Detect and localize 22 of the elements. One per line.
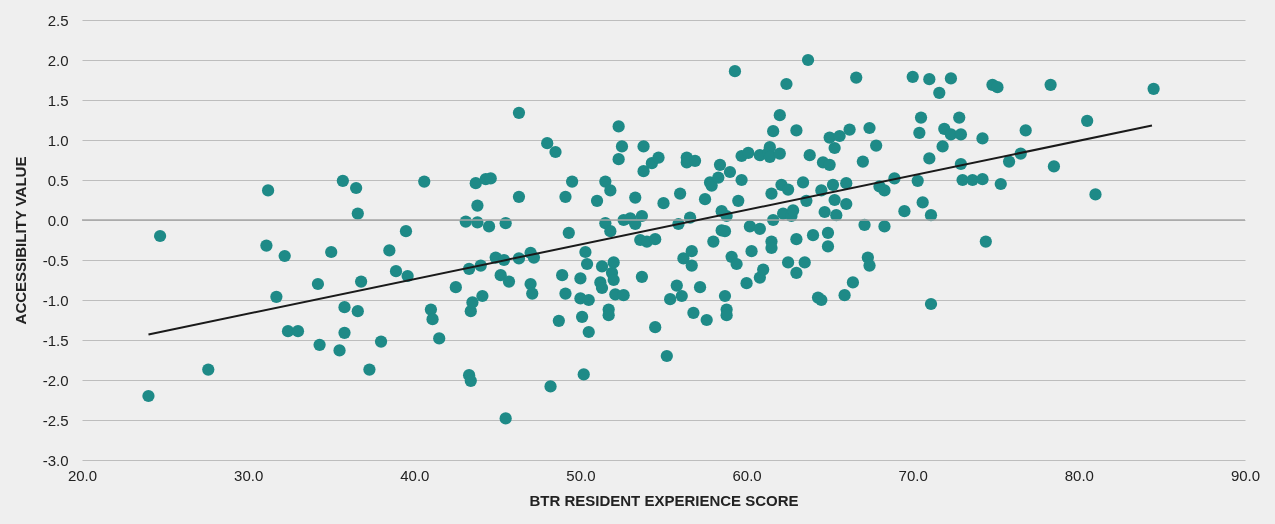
y-tick-label: 0.0 — [47, 211, 69, 229]
x-tick-label: 90.0 — [1230, 466, 1261, 484]
x-axis-title: BTR RESIDENT EXPERIENCE SCORE — [529, 491, 799, 509]
x-tick-label: 20.0 — [67, 466, 98, 484]
y-tick-label: -1.0 — [42, 291, 69, 309]
y-tick-label: -1.5 — [42, 331, 69, 349]
y-tick-label: -2.0 — [42, 371, 69, 389]
x-tick-label: 30.0 — [234, 466, 264, 484]
x-tick-label: 70.0 — [898, 466, 928, 484]
x-tick-label: 40.0 — [400, 466, 430, 484]
y-tick-label: 1.0 — [47, 131, 69, 149]
y-tick-label: -2.5 — [42, 411, 69, 429]
x-tick-label: 80.0 — [1064, 466, 1094, 484]
y-tick-label: 1.5 — [47, 91, 69, 109]
y-axis-title: ACCESSIBILITY VALUE — [11, 156, 29, 325]
y-tick-label: -3.0 — [42, 451, 69, 469]
y-tick-label: -0.5 — [42, 251, 69, 269]
x-tick-label: 50.0 — [566, 466, 596, 484]
y-tick-label: 0.5 — [47, 171, 69, 189]
y-tick-label: 2.0 — [47, 51, 69, 69]
x-tick-label: 60.0 — [732, 466, 762, 484]
y-tick-label: 2.5 — [47, 11, 69, 29]
